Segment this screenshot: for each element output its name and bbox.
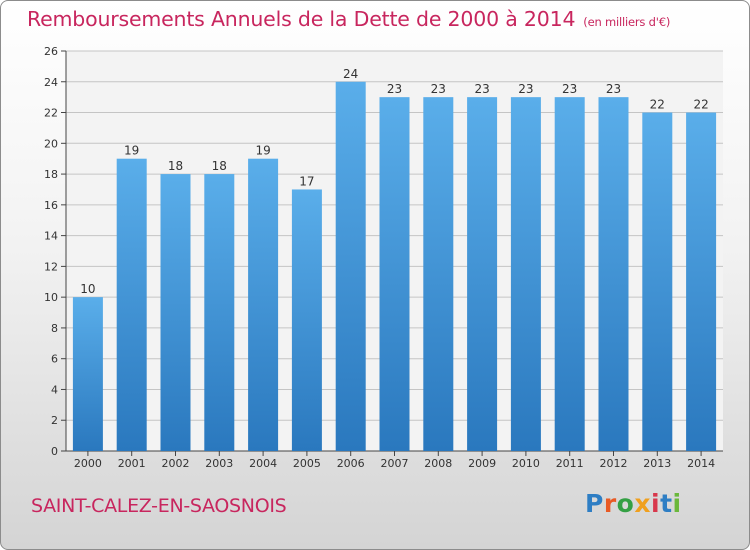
bar: [510, 97, 541, 452]
bar-value-label: 19: [255, 144, 270, 158]
bar: [598, 97, 629, 452]
bar-value-label: 17: [299, 174, 314, 188]
y-tick-label: 14: [44, 230, 58, 243]
brand-letter: x: [634, 489, 651, 518]
bar: [291, 189, 322, 451]
bar-value-label: 18: [212, 159, 227, 173]
bar-value-label: 22: [693, 98, 708, 112]
brand-letter: r: [603, 489, 617, 518]
y-tick-label: 24: [44, 76, 58, 89]
bar: [335, 81, 366, 452]
proxiti-logo: Proxiti: [585, 489, 682, 518]
bar-value-label: 23: [431, 82, 446, 96]
bar: [204, 174, 235, 452]
x-tick-label: 2005: [293, 457, 321, 470]
bar: [248, 158, 279, 451]
y-tick-label: 22: [44, 107, 58, 120]
bar-value-label: 23: [387, 82, 402, 96]
chart-title: Remboursements Annuels de la Dette de 20…: [27, 7, 670, 31]
chart-unit: (en milliers d'€): [583, 15, 671, 29]
y-tick-label: 16: [44, 199, 58, 212]
x-tick-label: 2010: [512, 457, 540, 470]
x-tick-label: 2003: [205, 457, 233, 470]
brand-letter: P: [585, 489, 604, 518]
bar-value-label: 23: [474, 82, 489, 96]
chart-title-text: Remboursements Annuels de la Dette de 20…: [27, 7, 576, 31]
y-tick-label: 8: [51, 322, 58, 335]
x-tick-label: 2013: [643, 457, 671, 470]
x-tick-label: 2002: [162, 457, 190, 470]
bar-value-label: 23: [562, 82, 577, 96]
commune-name: SAINT-CALEZ-EN-SAOSNOIS: [31, 495, 287, 517]
y-tick-label: 12: [44, 260, 58, 273]
bar: [423, 97, 454, 452]
y-tick-label: 2: [51, 414, 58, 427]
bar: [379, 97, 410, 452]
x-tick-label: 2008: [424, 457, 452, 470]
x-tick-label: 2012: [600, 457, 628, 470]
x-tick-label: 2006: [337, 457, 365, 470]
bar: [160, 174, 191, 452]
bar: [554, 97, 585, 452]
bar: [642, 112, 673, 452]
bar-value-label: 18: [168, 159, 183, 173]
x-tick-label: 2011: [556, 457, 584, 470]
x-tick-label: 2004: [249, 457, 277, 470]
bar: [686, 112, 717, 452]
y-tick-label: 26: [44, 45, 58, 58]
bar-value-label: 10: [80, 282, 95, 296]
y-tick-label: 0: [51, 445, 58, 458]
bar-value-label: 24: [343, 67, 358, 81]
brand-letter: t: [660, 489, 673, 518]
y-tick-label: 20: [44, 137, 58, 150]
x-tick-label: 2007: [381, 457, 409, 470]
y-tick-label: 10: [44, 291, 58, 304]
brand-letter: i: [651, 489, 661, 518]
x-tick-label: 2009: [468, 457, 496, 470]
y-tick-label: 6: [51, 353, 58, 366]
bar-value-label: 23: [606, 82, 621, 96]
x-tick-label: 2001: [118, 457, 146, 470]
bar-value-label: 23: [518, 82, 533, 96]
bar: [72, 297, 103, 451]
y-tick-label: 4: [51, 383, 58, 396]
bar: [467, 97, 498, 452]
bar-value-label: 22: [650, 98, 665, 112]
brand-letter: o: [616, 489, 635, 518]
brand-letter: i: [672, 489, 682, 518]
y-tick-label: 18: [44, 168, 58, 181]
x-tick-label: 2014: [687, 457, 715, 470]
bar: [116, 158, 147, 451]
x-tick-label: 2000: [74, 457, 102, 470]
bar-value-label: 19: [124, 144, 139, 158]
